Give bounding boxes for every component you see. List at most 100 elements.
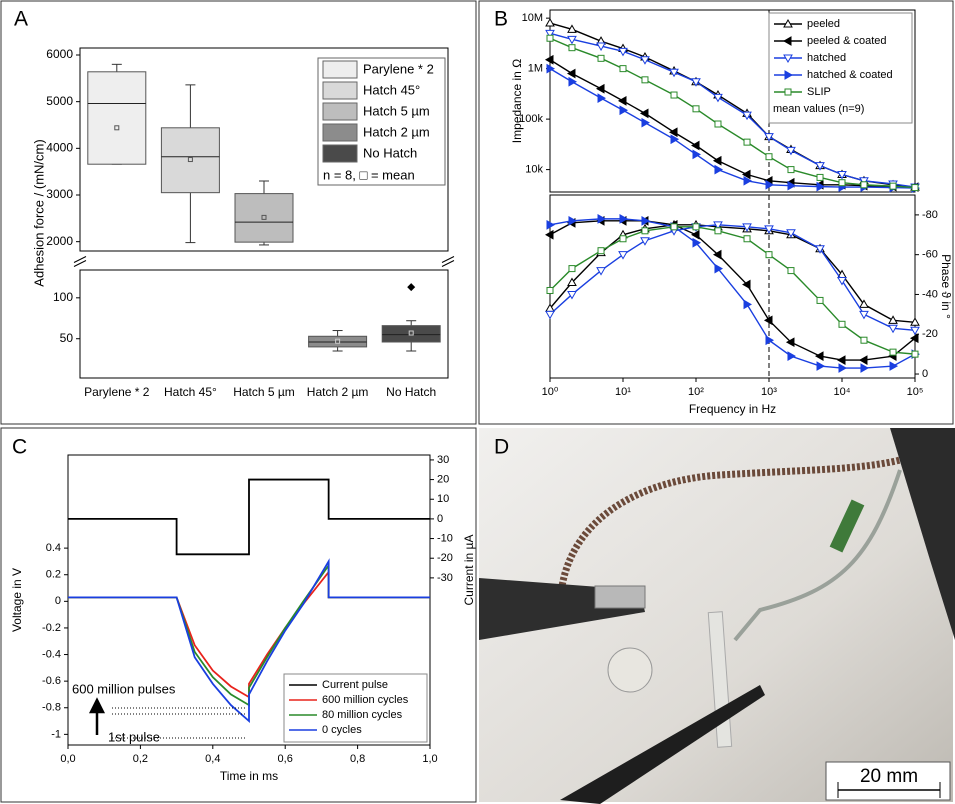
marker — [619, 65, 627, 73]
marker — [763, 315, 773, 326]
y-tick-label: -0.6 — [42, 675, 61, 687]
marker — [815, 351, 824, 361]
y-tick-label: 3000 — [46, 187, 73, 201]
mean — [114, 125, 120, 131]
y-tick-label: -20 — [922, 328, 938, 340]
series-line — [549, 218, 916, 369]
marker — [597, 54, 605, 62]
x-tick-label: 0,6 — [278, 753, 293, 765]
photo — [479, 428, 955, 804]
legend-label: Current pulse — [322, 679, 388, 691]
legend-label: 0 cycles — [322, 724, 362, 736]
legend-label: peeled & coated — [807, 35, 887, 47]
y-tick-label: 4000 — [46, 141, 73, 155]
marker — [742, 279, 751, 290]
legend-box — [317, 57, 446, 186]
marker — [786, 229, 796, 238]
marker — [815, 245, 825, 254]
panel-letter: C — [12, 436, 27, 459]
marker — [783, 18, 793, 28]
x-tick-label: Hatch 2 µm — [307, 385, 369, 399]
marker — [743, 138, 751, 146]
x-tick-label: Hatch 5 µm — [233, 385, 295, 399]
x-axis-label: Frequency in Hz — [689, 402, 776, 416]
legend-label: peeled — [807, 18, 840, 30]
marker — [911, 184, 919, 192]
y-tick-label: -0.8 — [42, 702, 61, 714]
marker — [546, 219, 556, 230]
x-tick-label: 0,2 — [133, 753, 148, 765]
marker — [787, 166, 795, 174]
marker — [546, 286, 554, 294]
legend-label: Hatch 5 µm — [363, 103, 430, 118]
marker — [911, 350, 919, 358]
marker — [568, 215, 577, 226]
marker — [545, 29, 555, 39]
legend-label: 80 million cycles — [322, 709, 403, 721]
photo-connector — [607, 647, 653, 693]
x-axis-label: Time in ms — [220, 769, 278, 783]
marker — [567, 35, 577, 45]
scale-bar-box — [825, 761, 951, 801]
marker — [764, 225, 774, 234]
marker — [692, 237, 702, 248]
marker — [816, 173, 824, 181]
marker — [669, 68, 679, 78]
marker — [639, 108, 649, 119]
series-line — [549, 37, 916, 189]
y-tick-label: -1 — [51, 728, 61, 740]
plot-frame — [79, 269, 449, 379]
marker — [910, 317, 920, 326]
marker — [641, 215, 650, 226]
marker — [910, 326, 920, 336]
marker — [641, 117, 650, 128]
series-line — [549, 224, 916, 331]
marker — [784, 70, 794, 80]
legend-box — [768, 12, 913, 124]
y-axis-label: Phase ϑ in ° — [939, 254, 953, 319]
x-tick-label: 10² — [688, 386, 704, 398]
marker — [888, 315, 898, 324]
y-tick-label: 2000 — [46, 234, 73, 248]
marker — [765, 179, 775, 190]
marker — [597, 214, 607, 224]
legend-label: No Hatch — [363, 145, 417, 160]
y-tick-label: -10 — [437, 532, 453, 544]
marker — [596, 42, 606, 52]
annotation: 600 million pulses — [72, 681, 176, 696]
marker — [816, 361, 826, 371]
marker — [765, 335, 775, 346]
x-tick-label: 0,8 — [350, 753, 365, 765]
panel-letter: A — [14, 8, 28, 31]
legend-note: n = 8, □ = mean — [323, 167, 415, 182]
marker — [836, 355, 846, 365]
marker — [597, 247, 605, 255]
series-line — [549, 220, 916, 361]
legend-label: Hatch 2 µm — [363, 124, 430, 139]
photo-clamp — [890, 428, 955, 640]
x-tick-label: 10³ — [761, 386, 777, 398]
x-tick-label: 10⁴ — [834, 386, 851, 398]
axis-break — [441, 256, 455, 267]
marker — [619, 235, 627, 243]
marker — [787, 351, 796, 361]
marker — [712, 249, 722, 260]
marker — [691, 78, 701, 87]
marker — [546, 63, 556, 74]
marker — [765, 153, 773, 161]
y-tick-label: 10 — [437, 493, 449, 505]
marker — [670, 223, 678, 231]
marker — [690, 229, 700, 240]
legend-note: mean values (n=9) — [773, 103, 864, 115]
marker — [785, 337, 795, 348]
marker — [889, 361, 899, 371]
marker — [742, 223, 752, 232]
marker — [545, 310, 555, 320]
marker — [889, 182, 897, 190]
plot-frame — [79, 47, 449, 252]
marker — [743, 175, 753, 186]
legend-swatch — [322, 60, 358, 79]
marker — [787, 267, 795, 275]
series-line — [549, 224, 916, 324]
y-tick-label: 100k — [519, 113, 543, 125]
